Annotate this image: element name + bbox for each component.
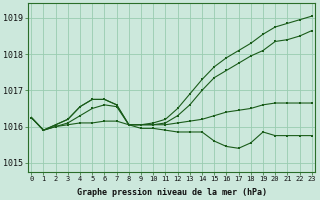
X-axis label: Graphe pression niveau de la mer (hPa): Graphe pression niveau de la mer (hPa) xyxy=(76,188,267,197)
